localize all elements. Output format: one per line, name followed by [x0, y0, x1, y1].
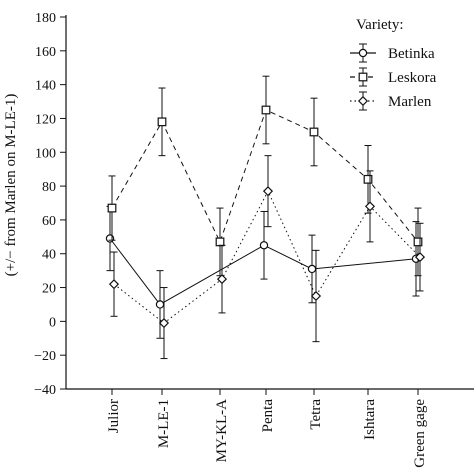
data-point	[259, 241, 269, 250]
data-point	[158, 318, 170, 329]
data-point	[363, 174, 373, 184]
y-tick-label: 120	[35, 112, 56, 127]
data-point	[307, 264, 317, 274]
legend-marker	[358, 48, 368, 58]
x-tick-label: MY-KL-A	[214, 399, 230, 462]
y-tick-label: 160	[35, 45, 56, 60]
legend-marker	[358, 72, 368, 82]
x-tick-label: Green gage	[412, 399, 428, 468]
data-point	[105, 234, 115, 243]
y-tick-label: 20	[42, 282, 56, 297]
y-tick-label: 100	[35, 146, 56, 161]
y-tick-label: 0	[49, 315, 56, 330]
y-tick-label: −20	[34, 349, 56, 364]
y-axis-label: (+/− from Marlen on M-LE-1)	[3, 94, 19, 277]
data-point	[155, 300, 165, 309]
x-tick-label: Tetra	[308, 399, 324, 430]
data-point	[216, 274, 228, 285]
x-tick-label: Penta	[260, 399, 276, 433]
data-point	[262, 186, 274, 197]
series-leskora	[107, 75, 423, 277]
x-tick-label: Ishtara	[362, 399, 378, 440]
legend-title: Variety:	[356, 17, 403, 33]
series-marlen	[108, 155, 426, 360]
data-point	[261, 105, 271, 115]
x-tick-label: Julior	[106, 399, 122, 433]
series-betinka	[105, 205, 421, 339]
axes: −40 −20 0 20 40 60 80 100 120 140 160 180 (+/− from …	[3, 11, 474, 468]
legend-label: Marlen	[388, 94, 432, 110]
data-point	[215, 237, 225, 247]
data-point	[364, 201, 376, 212]
data-point	[413, 237, 423, 247]
data-point	[310, 290, 322, 302]
y-tick-label: 60	[42, 214, 56, 229]
y-tick-label: 180	[35, 11, 56, 26]
data-point	[309, 127, 319, 137]
series-layer	[105, 75, 426, 360]
legend-label: Leskora	[388, 70, 437, 86]
y-tick-label: 40	[42, 248, 56, 263]
x-tick-label: M-LE-1	[156, 399, 172, 448]
y-tick-label: 140	[35, 79, 56, 94]
data-point	[107, 203, 117, 213]
data-point	[157, 117, 167, 127]
data-point	[414, 252, 426, 263]
y-tick-label: 80	[42, 180, 56, 195]
legend-marker	[357, 95, 369, 107]
y-tick-label: −40	[34, 383, 56, 398]
data-point	[108, 279, 120, 290]
legend-label: Betinka	[388, 46, 435, 62]
legend: Variety: Betinka Leskora Marlen	[350, 17, 437, 111]
